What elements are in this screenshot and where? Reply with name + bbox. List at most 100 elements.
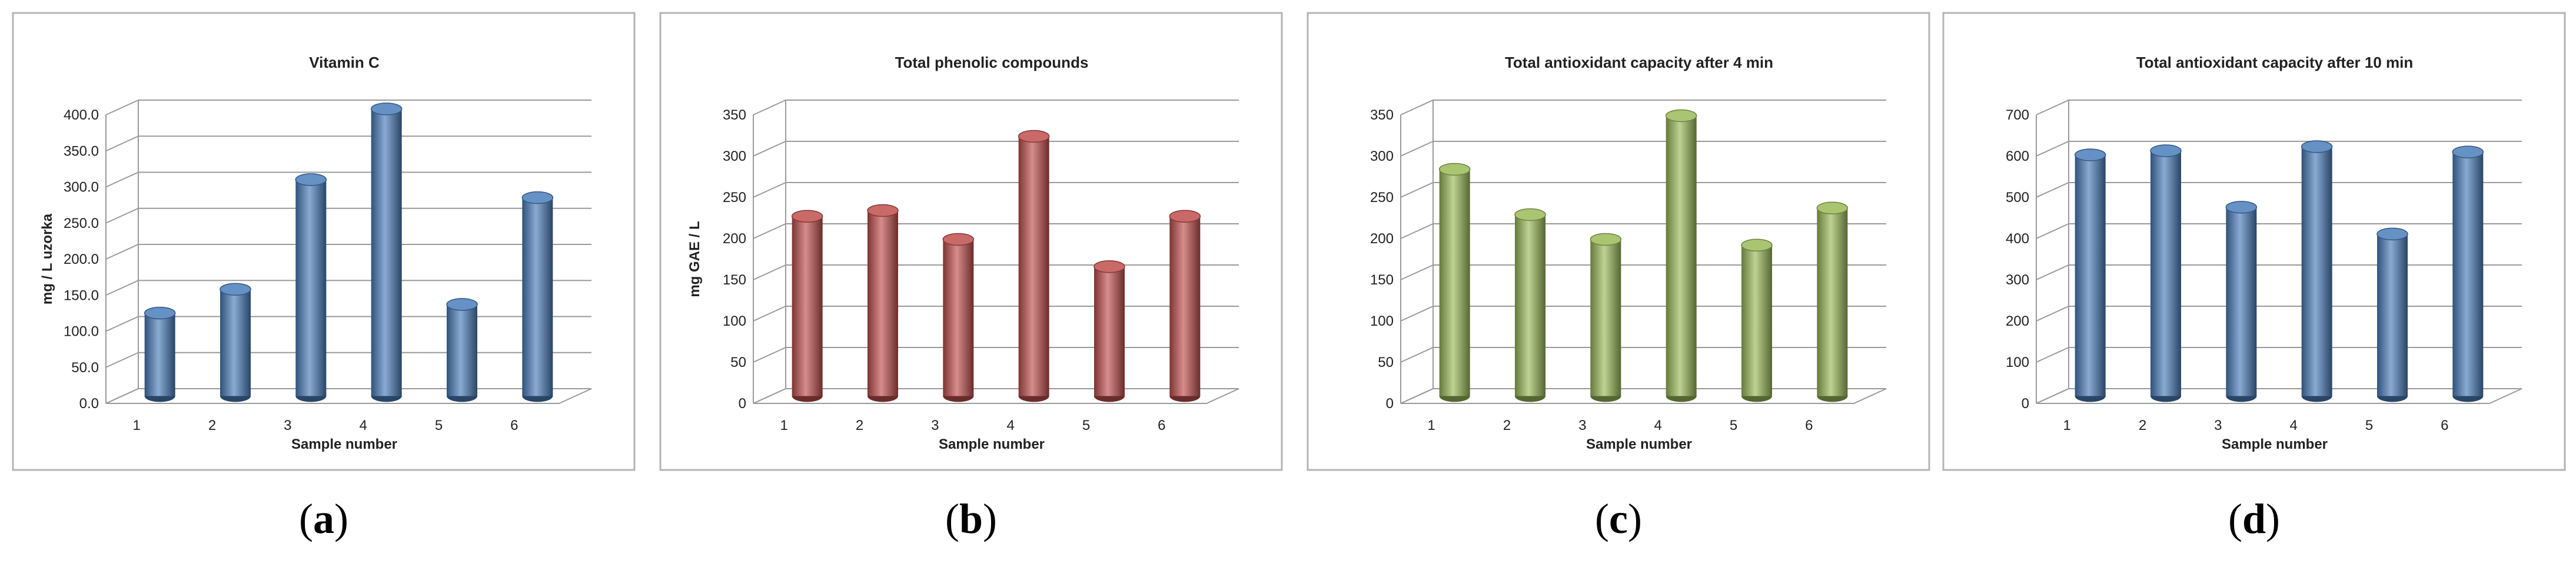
- chart-b: Total phenolic compounds mg GAE / L Samp…: [659, 12, 1283, 471]
- bar: [1590, 233, 1622, 402]
- chart-c: Total antioxidant capacity after 4 min S…: [1307, 12, 1930, 471]
- bar-top: [867, 204, 899, 217]
- caption-letter: a: [313, 495, 334, 542]
- chart-panel-a: Vitamin C mg / L uzorka Sample number 0.…: [12, 12, 636, 471]
- bar-body: [1169, 216, 1201, 396]
- chart-a: Vitamin C mg / L uzorka Sample number 0.…: [12, 12, 636, 471]
- x-tick-label: 6: [1805, 418, 1813, 433]
- chart-title: Vitamin C: [309, 54, 380, 71]
- y-tick-label: 100: [1370, 313, 1394, 329]
- x-axis-label: Sample number: [939, 436, 1045, 452]
- x-axis-label: Sample number: [291, 436, 397, 452]
- gridline: [105, 352, 591, 368]
- gridline: [105, 207, 591, 224]
- bar-body: [220, 289, 251, 396]
- y-tick-label: 300: [2006, 272, 2029, 288]
- x-tick-label: 4: [359, 418, 367, 433]
- bar-body: [522, 197, 553, 396]
- bar-body: [2075, 155, 2106, 396]
- bar-top: [791, 210, 823, 223]
- y-tick-label: 50: [1378, 355, 1394, 370]
- bar-body: [295, 180, 327, 396]
- x-tick-label: 1: [2063, 418, 2070, 433]
- bar-top: [1514, 208, 1546, 221]
- bar: [1438, 163, 1471, 402]
- x-tick-label: 2: [1503, 418, 1511, 433]
- bar: [1665, 109, 1697, 402]
- caption-a: (a): [299, 495, 348, 542]
- bar: [1093, 260, 1125, 402]
- bar-top: [1665, 109, 1697, 122]
- gridline: [105, 280, 591, 296]
- x-tick-label: 5: [1082, 418, 1090, 433]
- y-axis-label: mg GAE / L: [687, 221, 703, 297]
- bar-top: [220, 283, 251, 296]
- bar: [867, 204, 899, 402]
- bar: [2150, 144, 2182, 402]
- bar-body: [1666, 115, 1697, 396]
- x-tick-label: 6: [1158, 418, 1165, 433]
- chart-title: Total antioxidant capacity after 4 min: [1505, 54, 1773, 71]
- y-tick-label: 100: [723, 313, 746, 329]
- y-tick-label: 150: [1370, 272, 1394, 288]
- chart-d: Total antioxidant capacity after 10 min …: [1942, 12, 2566, 471]
- x-tick-label: 4: [1006, 418, 1014, 433]
- chart-title: Total phenolic compounds: [895, 54, 1089, 71]
- bar: [1816, 201, 1849, 402]
- bar-top: [1816, 201, 1849, 215]
- y-tick-label: 250: [723, 190, 746, 206]
- gridline: [2036, 182, 2522, 198]
- bar-top: [1741, 239, 1773, 252]
- bar-body: [943, 239, 974, 396]
- bar-top: [2452, 145, 2484, 158]
- bar-top: [2150, 144, 2182, 157]
- bar-body: [1018, 136, 1049, 396]
- y-tick-label: 300: [723, 148, 746, 164]
- bar-body: [2452, 152, 2484, 396]
- y-tick-label: 350: [1370, 107, 1394, 123]
- caption-b: (b): [945, 495, 997, 542]
- y-tick-label: 0: [2022, 396, 2029, 412]
- bar-top: [295, 173, 327, 186]
- bar-top: [2301, 140, 2333, 153]
- gridline: [105, 388, 591, 404]
- gridline: [2036, 141, 2522, 157]
- gridline: [2036, 347, 2522, 363]
- y-tick-label: 400.0: [64, 107, 99, 123]
- gridline: [2036, 264, 2522, 280]
- x-tick-label: 5: [1730, 418, 1737, 433]
- y-tick-label: 400: [2006, 231, 2029, 247]
- bar: [521, 191, 554, 402]
- bar: [1514, 208, 1546, 402]
- bar-body: [144, 313, 175, 396]
- gridline: [753, 100, 1239, 115]
- gridline: [753, 264, 1239, 280]
- bar-top: [446, 298, 478, 311]
- caption-letter: b: [959, 495, 983, 542]
- x-tick-label: 2: [856, 418, 863, 433]
- gridline: [753, 141, 1239, 157]
- x-tick-label: 3: [1578, 418, 1586, 433]
- bar: [1169, 210, 1201, 402]
- plot-area: 0 100 200 300 400 500 600 700 1 2 3 4 5 6: [2006, 100, 2522, 433]
- bar: [2074, 148, 2106, 402]
- bar-body: [792, 216, 823, 396]
- plot-area: 0 50 100 150 200 250 300 350 1 2 3 4 5 6: [723, 100, 1239, 433]
- gridline: [1400, 182, 1886, 198]
- bar-body: [1741, 245, 1772, 396]
- y-tick-label: 500: [2006, 190, 2029, 206]
- bar: [295, 173, 327, 402]
- y-tick-label: 0.0: [79, 396, 99, 412]
- gridline: [753, 347, 1239, 363]
- x-tick-label: 1: [132, 418, 140, 433]
- caption-c: (c): [1595, 495, 1642, 542]
- bar-top: [2376, 227, 2408, 241]
- y-tick-label: 350: [723, 107, 746, 123]
- x-tick-label: 3: [284, 418, 291, 433]
- gridline: [1400, 347, 1886, 363]
- y-tick-label: 200.0: [64, 251, 99, 267]
- plot-area: 0.0 50.0 100.0 150.0 200.0 250.0 300.0 350.0 400…: [64, 100, 592, 433]
- bar-top: [1093, 260, 1125, 273]
- y-tick-label: 250: [1370, 190, 1394, 206]
- y-tick-label: 700: [2006, 107, 2029, 123]
